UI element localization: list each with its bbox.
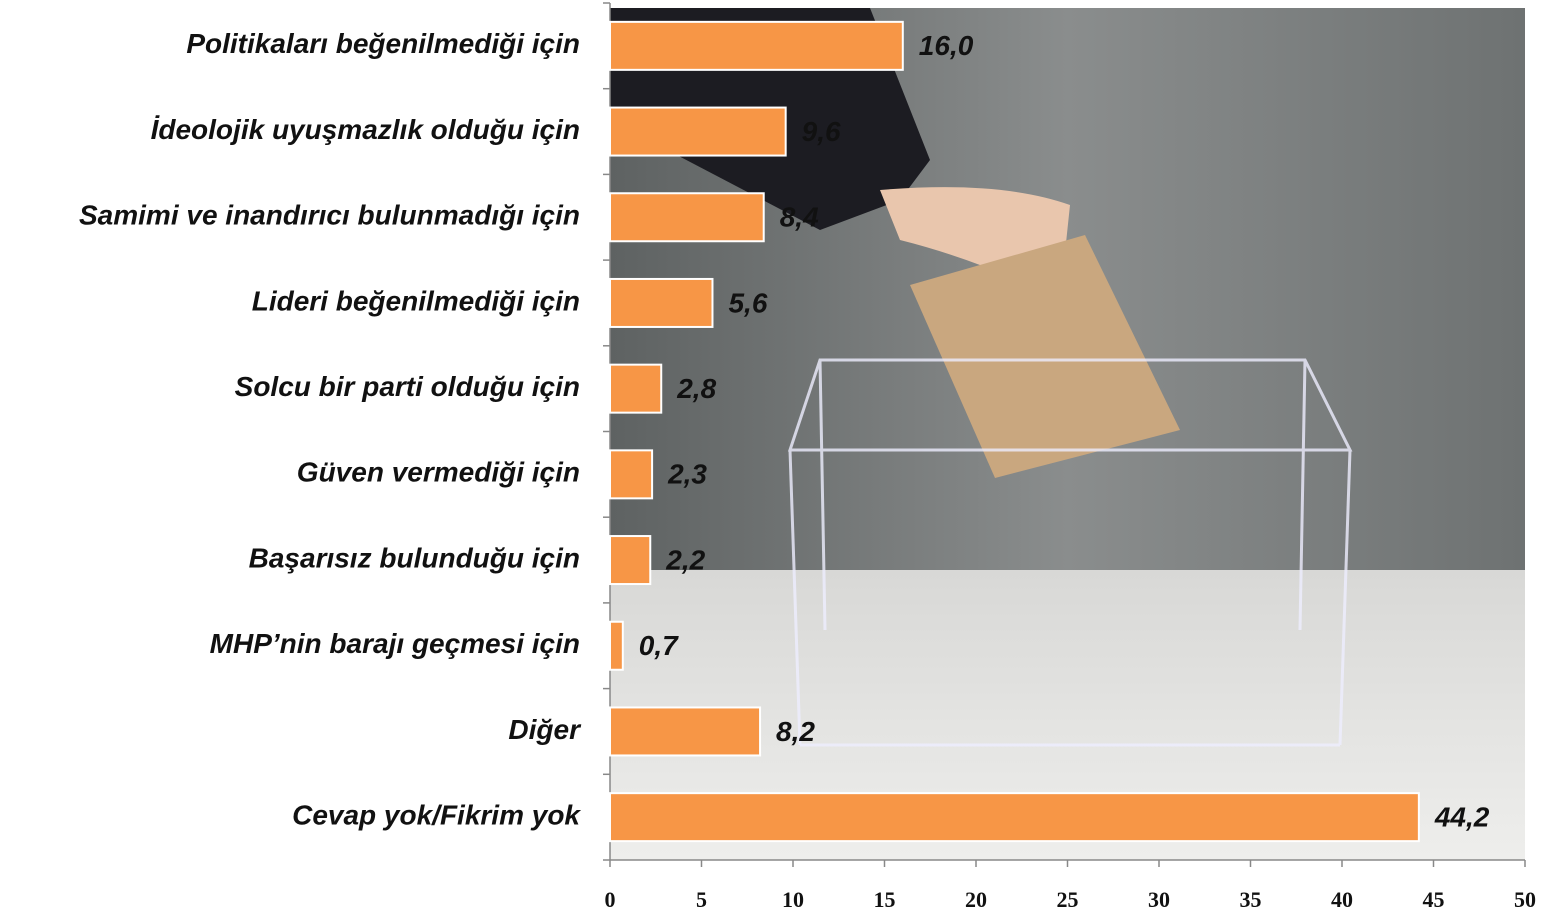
- x-tick-label: 10: [782, 887, 804, 912]
- category-label: MHP’nin barajı geçmesi için: [210, 628, 580, 659]
- bar: [609, 449, 654, 500]
- x-tick-label: 5: [696, 887, 707, 912]
- x-tick-label: 30: [1148, 887, 1170, 912]
- x-tick-label: 25: [1057, 887, 1079, 912]
- bar: [609, 792, 1420, 843]
- x-tick-label: 35: [1240, 887, 1262, 912]
- bar: [609, 363, 663, 414]
- value-label: 9,6: [802, 116, 841, 147]
- category-label: Başarısız bulunduğu için: [249, 542, 580, 573]
- bar: [609, 277, 714, 328]
- bar: [609, 106, 787, 157]
- category-label: Cevap yok/Fikrim yok: [292, 800, 581, 831]
- category-label: Politikaları beğenilmediği için: [186, 28, 580, 59]
- x-tick-label: 40: [1331, 887, 1353, 912]
- x-tick-label: 45: [1423, 887, 1445, 912]
- bar: [609, 192, 765, 243]
- value-label: 2,2: [665, 544, 705, 575]
- category-label: Güven vermediği için: [297, 457, 580, 488]
- value-label: 44,2: [1434, 802, 1490, 833]
- x-tick-label: 20: [965, 887, 987, 912]
- bar: [609, 706, 762, 757]
- category-label: İdeolojik uyuşmazlık olduğu için: [151, 114, 580, 145]
- background-photo: [610, 8, 1525, 860]
- value-label: 8,2: [776, 716, 815, 747]
- value-label: 16,0: [919, 30, 974, 61]
- category-label: Diğer: [508, 714, 582, 745]
- category-label: Lideri beğenilmediği için: [252, 285, 580, 316]
- bar: [609, 20, 904, 71]
- value-label: 2,8: [676, 373, 716, 404]
- bar: [609, 620, 624, 671]
- x-tick-label: 50: [1514, 887, 1536, 912]
- bar: [609, 535, 652, 586]
- x-tick-label: 0: [605, 887, 616, 912]
- value-label: 5,6: [728, 287, 767, 318]
- category-label: Solcu bir parti olduğu için: [235, 371, 580, 402]
- x-tick-label: 15: [874, 887, 896, 912]
- value-label: 2,3: [667, 459, 707, 490]
- category-label: Samimi ve inandırıcı bulunmadığı için: [79, 200, 580, 231]
- value-label: 8,4: [780, 202, 819, 233]
- value-label: 0,7: [639, 630, 679, 661]
